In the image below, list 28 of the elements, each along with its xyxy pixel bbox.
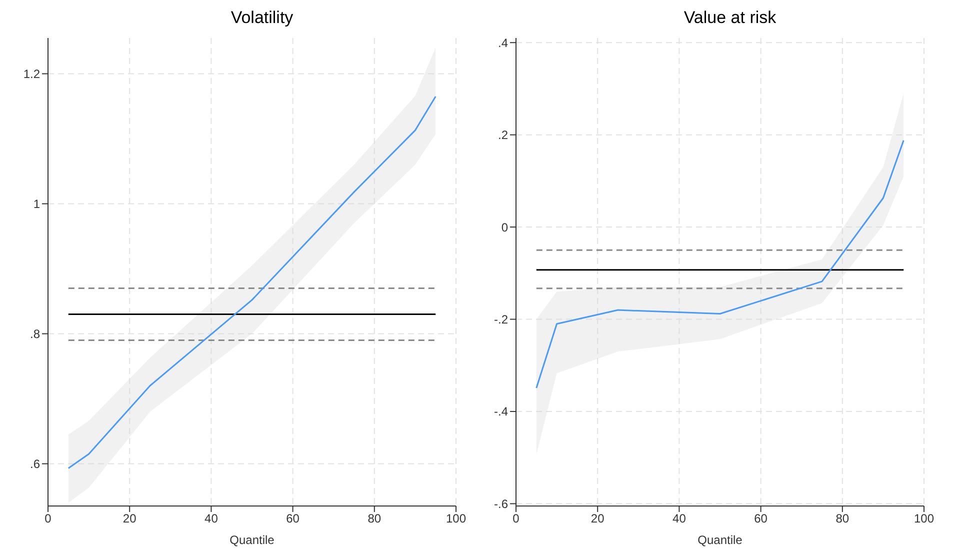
x-tick-label: 40 [672, 512, 686, 526]
x-tick-label: 80 [836, 512, 850, 526]
x-axis-title: Quantile [698, 533, 743, 547]
x-tick-label: 60 [754, 512, 768, 526]
y-tick-label: -.2 [494, 312, 508, 327]
x-tick-label: 40 [204, 512, 218, 526]
y-tick-label: -.4 [494, 404, 508, 419]
x-tick-label: 20 [590, 512, 605, 526]
y-tick-label: -.6 [494, 496, 508, 511]
y-tick-label: .4 [498, 36, 508, 50]
chart-title: Volatility [230, 8, 294, 29]
line-series [536, 140, 904, 389]
chart-title: Value at risk [682, 8, 778, 29]
y-tick-label: .6 [30, 457, 40, 472]
y-tick-label: .2 [498, 128, 508, 142]
y-tick-label: 0 [501, 220, 508, 234]
x-tick-label: 100 [914, 512, 934, 526]
x-axis-title: Quantile [230, 533, 275, 547]
x-tick-label: 60 [286, 512, 300, 526]
line-series [68, 96, 436, 470]
x-tick-label: 0 [512, 512, 520, 526]
y-tick-label: 1.2 [23, 67, 40, 82]
y-tick-label: .8 [30, 327, 40, 342]
x-tick-label: 80 [368, 512, 382, 526]
x-tick-label: 0 [44, 512, 52, 526]
x-tick-label: 20 [122, 512, 137, 526]
y-tick-label: 1 [33, 197, 40, 212]
x-tick-label: 100 [446, 512, 466, 526]
